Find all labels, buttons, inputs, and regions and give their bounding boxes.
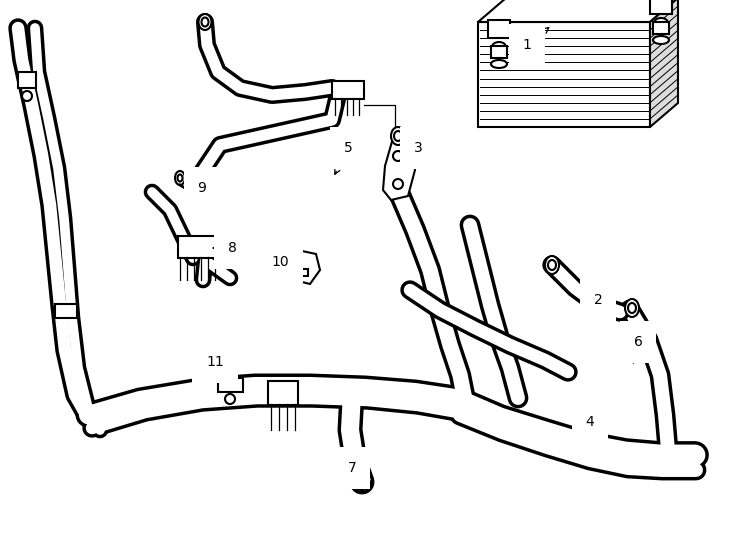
Text: 5: 5	[335, 141, 352, 174]
Text: 11: 11	[206, 355, 224, 378]
Ellipse shape	[175, 171, 185, 185]
Polygon shape	[284, 248, 320, 284]
Bar	[332, 81, 364, 99]
Ellipse shape	[357, 481, 367, 487]
Ellipse shape	[491, 60, 507, 68]
Ellipse shape	[198, 14, 211, 30]
Ellipse shape	[545, 256, 559, 274]
Circle shape	[393, 179, 403, 189]
Bar	[18, 72, 36, 88]
Text: 3: 3	[414, 141, 423, 159]
Polygon shape	[478, 0, 678, 22]
Bar	[488, 20, 510, 38]
Text: 2: 2	[592, 293, 603, 316]
Bar	[268, 381, 298, 405]
Text: 7: 7	[348, 454, 357, 475]
Bar	[478, 22, 650, 127]
Bar	[55, 304, 77, 318]
Ellipse shape	[548, 260, 556, 270]
Circle shape	[225, 394, 235, 404]
Ellipse shape	[178, 174, 183, 181]
Polygon shape	[650, 0, 678, 127]
Bar	[178, 236, 220, 258]
Ellipse shape	[391, 127, 405, 145]
Ellipse shape	[628, 303, 636, 313]
Text: 4: 4	[586, 415, 595, 436]
Text: 10: 10	[271, 255, 294, 269]
Circle shape	[186, 189, 194, 197]
Polygon shape	[383, 138, 415, 200]
Bar	[653, 22, 669, 34]
Ellipse shape	[353, 478, 371, 490]
Text: 8: 8	[213, 241, 236, 255]
Circle shape	[393, 151, 403, 161]
Circle shape	[22, 91, 32, 101]
Ellipse shape	[653, 36, 669, 44]
Ellipse shape	[654, 18, 668, 28]
Text: 1: 1	[523, 28, 549, 52]
Ellipse shape	[625, 299, 639, 317]
Bar	[650, 0, 672, 14]
Ellipse shape	[394, 131, 402, 141]
Ellipse shape	[202, 17, 208, 26]
Text: 9: 9	[188, 181, 206, 195]
Bar	[290, 269, 308, 276]
Bar	[491, 46, 507, 58]
Ellipse shape	[492, 42, 506, 52]
Bar	[218, 378, 243, 392]
Text: 6: 6	[632, 335, 642, 363]
